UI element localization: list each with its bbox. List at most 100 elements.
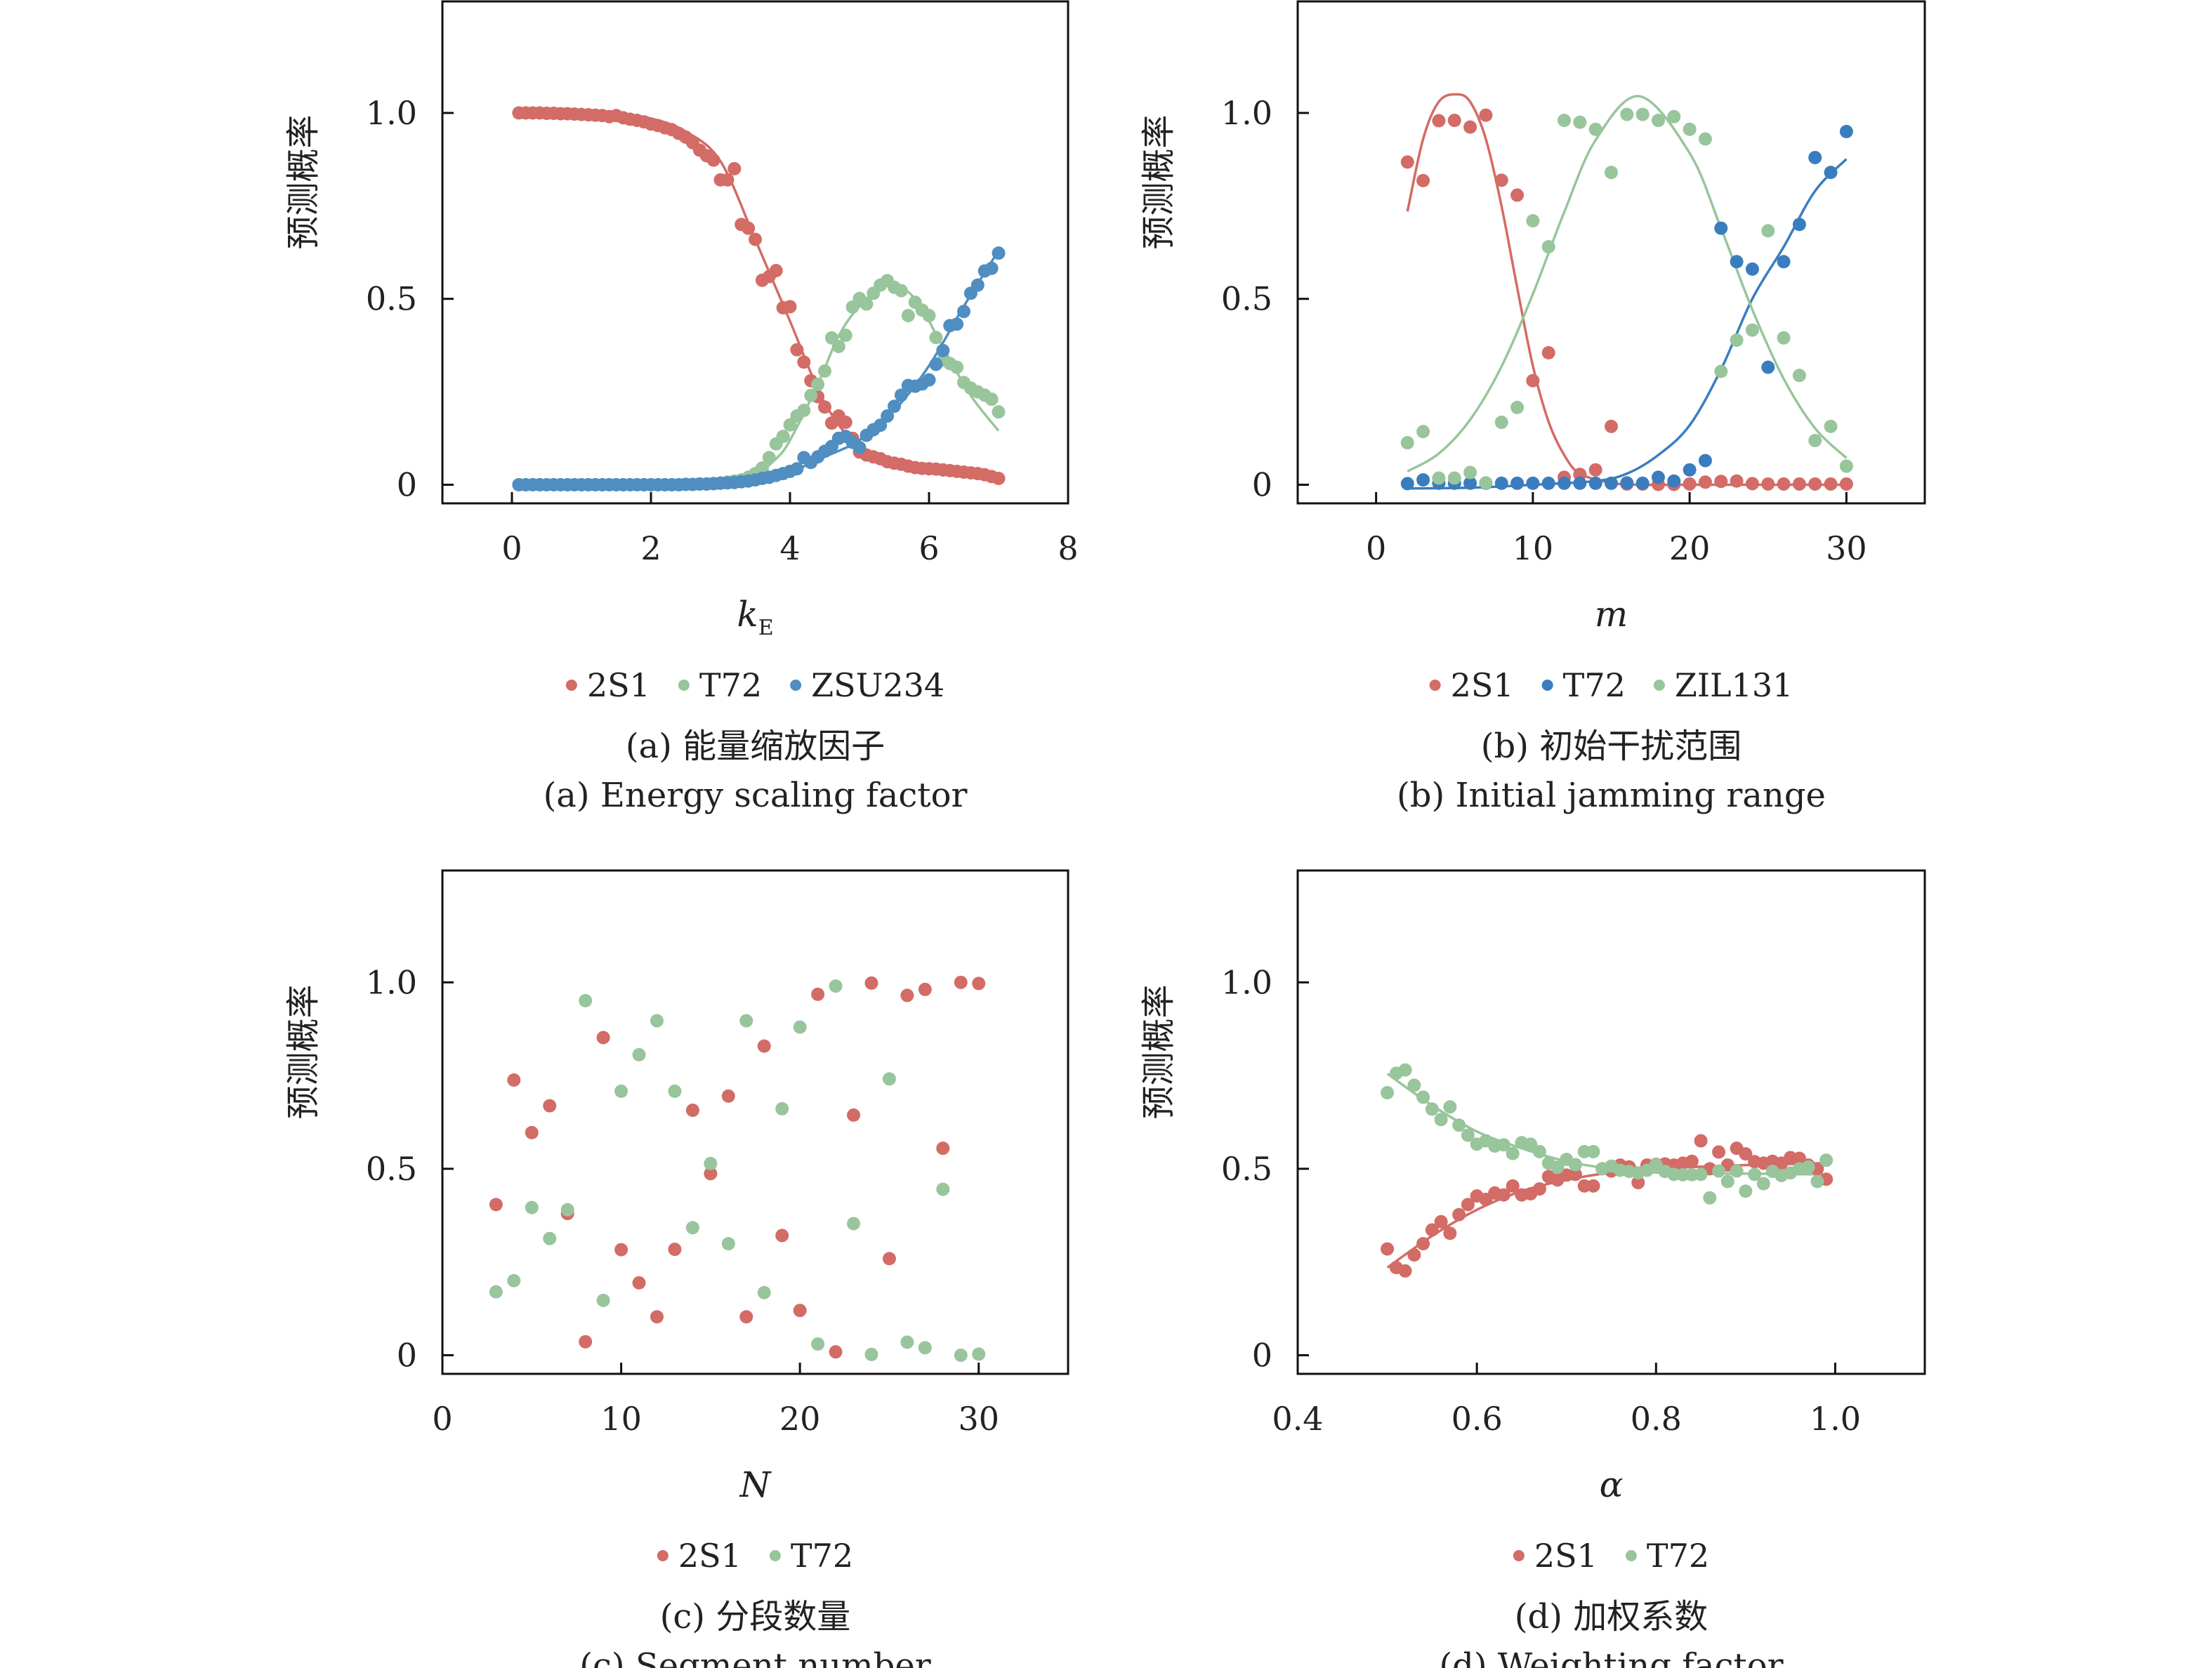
data-point	[685, 1221, 699, 1235]
data-point	[1631, 1176, 1645, 1190]
data-point	[1720, 1174, 1734, 1189]
series-2s1	[1400, 108, 1853, 491]
data-point	[1586, 1144, 1600, 1158]
data-point	[543, 1231, 557, 1245]
data-point	[1694, 1134, 1708, 1148]
y-axis-label: 预测概率	[284, 984, 323, 1119]
data-point	[985, 392, 999, 406]
data-point	[1777, 255, 1791, 269]
data-point	[900, 988, 914, 1002]
data-point	[1694, 1167, 1708, 1182]
data-point	[783, 300, 797, 314]
data-point	[776, 430, 790, 444]
data-point	[1558, 476, 1572, 490]
data-point	[1541, 240, 1555, 254]
data-point	[811, 378, 825, 392]
data-point	[721, 1237, 735, 1251]
data-point	[1808, 477, 1822, 491]
data-point	[1839, 124, 1853, 138]
data-point	[1714, 221, 1728, 235]
data-point	[864, 976, 878, 990]
data-point	[992, 405, 1006, 419]
data-point	[1698, 454, 1712, 468]
data-point	[811, 987, 825, 1001]
data-point	[614, 1243, 628, 1257]
data-point	[1463, 476, 1477, 490]
legend-label: 2S1	[1534, 1537, 1598, 1575]
data-point	[1588, 122, 1602, 136]
data-point	[1381, 1086, 1395, 1100]
caption-en: (c) Segment number	[579, 1646, 930, 1668]
legend-label: ZIL131	[1675, 666, 1793, 704]
data-point	[1712, 1164, 1726, 1178]
x-tick-label: 0.8	[1631, 1400, 1682, 1438]
data-point	[507, 1073, 521, 1087]
y-axis-label: 预测概率	[284, 114, 323, 249]
data-point	[804, 388, 818, 402]
data-point	[1510, 476, 1525, 490]
y-tick-label: 0	[1252, 466, 1272, 504]
series-zil131	[1400, 107, 1853, 490]
fit-curve-2s1	[518, 112, 999, 479]
data-point	[1777, 477, 1791, 491]
fit-curve-t72	[1407, 158, 1848, 490]
data-point	[797, 404, 811, 418]
data-point	[632, 1047, 646, 1061]
data-point	[1777, 331, 1791, 345]
subplot-a: 0 2 4 6 8 0 0.5 1.0 预测概率 kE 2S1 T72 ZSU234 (a) 能量缩放因子…	[284, 0, 1079, 815]
data-point	[1839, 459, 1853, 473]
data-point	[1532, 1144, 1546, 1158]
data-point	[668, 1243, 682, 1257]
data-point	[1400, 155, 1414, 169]
data-point	[614, 1084, 628, 1098]
data-point	[954, 1348, 968, 1362]
data-point	[1494, 476, 1508, 490]
legend-label: 2S1	[1451, 666, 1514, 704]
data-point	[1568, 1167, 1582, 1182]
data-point	[1730, 474, 1744, 488]
data-point	[579, 993, 593, 1007]
data-point	[1479, 108, 1493, 122]
data-point	[1683, 463, 1697, 477]
x-tick-label: 6	[919, 529, 939, 567]
legend: 2S1 T72	[657, 1537, 853, 1575]
data-point	[757, 1285, 771, 1299]
data-point	[950, 317, 964, 331]
data-point	[936, 1141, 950, 1156]
data-point	[1416, 473, 1430, 487]
series-t72	[1381, 1063, 1834, 1205]
data-point	[1792, 218, 1806, 232]
legend-label: T72	[699, 666, 762, 704]
data-point	[543, 1099, 557, 1113]
caption-zh: (b) 初始干扰范围	[1481, 727, 1742, 766]
data-point	[1416, 1237, 1430, 1251]
data-point	[1745, 262, 1759, 276]
data-point	[929, 331, 943, 345]
data-point	[1620, 107, 1634, 121]
data-point	[1667, 474, 1681, 488]
data-point	[1551, 1160, 1565, 1174]
data-point	[918, 982, 932, 996]
fit-curve-zil131	[1407, 95, 1848, 473]
legend-marker	[1541, 680, 1553, 691]
x-tick-label: 20	[779, 1400, 821, 1438]
series-2s1	[1381, 1134, 1834, 1278]
data-point	[1730, 333, 1744, 347]
data-point	[704, 1167, 718, 1181]
data-point	[1748, 1167, 1762, 1182]
data-point	[1461, 1128, 1475, 1142]
data-point	[793, 1020, 807, 1034]
data-point	[1381, 1242, 1395, 1256]
data-point	[1541, 346, 1555, 359]
data-point	[769, 263, 783, 277]
subplot-b: 0 10 20 30 0 0.5 1.0 预测概率 m 2S1 T72 ZIL131 (b) 初始干扰范…	[1139, 0, 1926, 815]
data-point	[1526, 373, 1540, 388]
data-point	[881, 409, 895, 423]
data-point	[1808, 150, 1822, 164]
data-point	[1712, 1145, 1726, 1159]
x-tick-label: 0	[432, 1400, 452, 1438]
plot-frame	[1296, 869, 1926, 1375]
legend-marker	[565, 680, 577, 691]
y-tick-label: 0.5	[1221, 280, 1272, 318]
data-point	[838, 329, 852, 343]
